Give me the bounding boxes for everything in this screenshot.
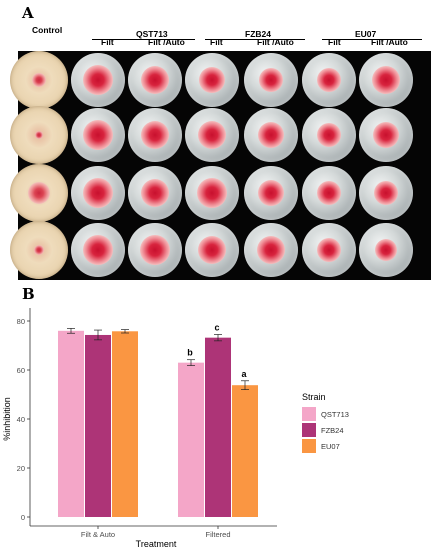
fungal-colony — [317, 181, 341, 205]
group-label-eu07: EU07 — [355, 29, 377, 39]
treated-plate — [359, 223, 413, 277]
significance-label: b — [187, 348, 193, 358]
y-tick-label: 80 — [17, 317, 25, 326]
fungal-colony — [32, 73, 46, 87]
treated-plate — [244, 108, 298, 162]
control-plate — [10, 106, 68, 164]
significance-label: c — [214, 322, 219, 332]
fungal-colony — [317, 123, 341, 147]
treated-plate — [244, 166, 298, 220]
fungal-colony — [374, 181, 398, 205]
fungal-colony — [259, 68, 283, 92]
legend-swatch — [302, 407, 316, 421]
treated-plate — [71, 108, 125, 162]
control-label: Control — [32, 25, 63, 35]
y-axis-title: %inhibition — [2, 397, 12, 441]
fungal-colony — [198, 121, 226, 149]
group-underline-qst713 — [92, 39, 195, 40]
treated-plate — [185, 53, 239, 107]
legend-swatch — [302, 423, 316, 437]
y-tick-label: 20 — [17, 464, 25, 473]
fungal-colony — [375, 239, 397, 261]
treated-plate — [71, 53, 125, 107]
group-label-qst713: QST713 — [136, 29, 168, 39]
y-tick-label: 0 — [21, 513, 25, 522]
inhibition-bar-chart: 0 20 40 60 80 Filt & Auto b c a Filtered Treatment… — [2, 308, 349, 549]
legend-item-label: FZB24 — [321, 426, 344, 435]
legend-item-label: QST713 — [321, 410, 349, 419]
bar — [58, 330, 84, 517]
treated-plate — [359, 108, 413, 162]
x-tick-label: Filtered — [205, 530, 230, 539]
treated-plate — [128, 108, 182, 162]
bar — [178, 362, 204, 517]
fungal-colony — [372, 66, 400, 94]
treated-plate — [244, 223, 298, 277]
fungal-colony — [199, 67, 225, 93]
treated-plate — [128, 53, 182, 107]
sub-label-fzb24-filt-auto: Filt /Auto — [257, 37, 294, 47]
panel-b-label: B — [22, 285, 35, 303]
control-plate — [10, 51, 68, 109]
sub-label-eu07-filt: Filt — [328, 37, 341, 47]
fungal-colony — [198, 236, 226, 264]
fungal-colony — [317, 238, 341, 262]
petri-dish-photo — [10, 51, 431, 280]
group-label-fzb24: FZB24 — [245, 29, 271, 39]
group-underline-fzb24 — [205, 39, 305, 40]
group-underline-eu07 — [322, 39, 422, 40]
treated-plate — [359, 166, 413, 220]
legend-swatch — [302, 439, 316, 453]
sub-label-eu07-filt-auto: Filt /Auto — [371, 37, 408, 47]
sub-label-qst713-filt: Filt — [101, 37, 114, 47]
treated-plate — [302, 166, 356, 220]
y-tick-label: 40 — [17, 415, 25, 424]
bar — [205, 337, 231, 517]
control-plate — [10, 221, 68, 279]
control-plate — [10, 164, 68, 222]
fungal-colony — [34, 245, 44, 255]
fungal-colony — [35, 131, 43, 139]
treated-plate — [185, 108, 239, 162]
fungal-colony — [141, 179, 169, 207]
panel-a-label: A — [22, 4, 34, 22]
treated-plate — [302, 108, 356, 162]
x-tick-label: Filt & Auto — [81, 530, 115, 539]
treated-plate — [302, 53, 356, 107]
fungal-colony — [317, 68, 341, 92]
fungal-colony — [258, 180, 284, 206]
bar — [112, 331, 138, 517]
legend-item-label: EU07 — [321, 442, 340, 451]
fungal-colony — [141, 121, 169, 149]
fungal-colony — [257, 236, 285, 264]
treated-plate — [302, 223, 356, 277]
fungal-colony — [28, 182, 50, 204]
significance-label: a — [241, 369, 247, 379]
sub-label-fzb24-filt: Filt — [210, 37, 223, 47]
x-axis-title: Treatment — [136, 539, 177, 549]
treated-plate — [185, 166, 239, 220]
fungal-colony — [197, 178, 227, 208]
fungal-colony — [83, 120, 113, 150]
treated-plate — [128, 166, 182, 220]
fungal-colony — [141, 66, 169, 94]
fungal-colony — [140, 235, 170, 265]
fungal-colony — [258, 122, 284, 148]
y-tick-label: 60 — [17, 366, 25, 375]
fungal-colony — [83, 178, 113, 208]
treated-plate — [359, 53, 413, 107]
treated-plate — [71, 223, 125, 277]
bar — [232, 385, 258, 517]
fungal-colony — [83, 65, 113, 95]
sub-label-qst713-filt-auto: Filt /Auto — [148, 37, 185, 47]
treated-plate — [128, 223, 182, 277]
treated-plate — [71, 166, 125, 220]
bar — [85, 334, 111, 517]
fungal-colony — [83, 235, 113, 265]
legend-title: Strain — [302, 392, 326, 402]
treated-plate — [185, 223, 239, 277]
fungal-colony — [373, 122, 399, 148]
treated-plate — [244, 53, 298, 107]
